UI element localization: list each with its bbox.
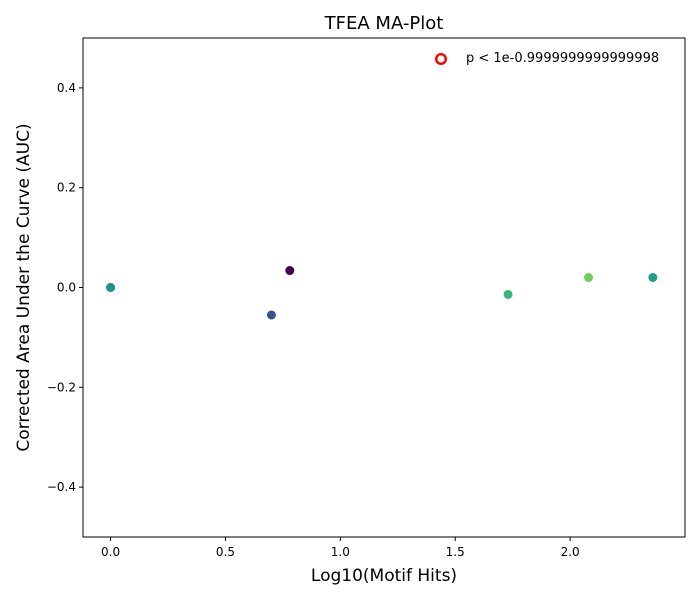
y-tick-label: 0.0 bbox=[57, 281, 76, 295]
scatter-point bbox=[583, 273, 593, 283]
scatter-point bbox=[285, 266, 295, 276]
legend: p < 1e-0.9999999999999998 bbox=[435, 51, 659, 66]
ticks-layer: 0.0 0.5 1.0 1.5 2.0 −0.4 −0.2 0.0 0.2 0.4 bbox=[47, 81, 580, 559]
y-tick-label: −0.4 bbox=[47, 480, 76, 494]
plot-area-frame bbox=[82, 37, 686, 538]
legend-marker-open-circle bbox=[435, 53, 448, 66]
x-axis-title: Log10(Motif Hits) bbox=[311, 566, 457, 586]
legend-label: p < 1e-0.9999999999999998 bbox=[466, 51, 659, 66]
x-tick-label: 1.0 bbox=[331, 545, 350, 559]
x-tick-label: 2.0 bbox=[561, 545, 580, 559]
scatter-point bbox=[106, 283, 116, 292]
x-tick-label: 0.0 bbox=[101, 545, 120, 559]
chart-title: TFEA MA-Plot bbox=[324, 13, 444, 34]
y-tick-label: −0.2 bbox=[47, 380, 76, 394]
scatter-point bbox=[648, 273, 658, 283]
points-layer bbox=[106, 266, 658, 320]
x-tick-label: 1.5 bbox=[446, 545, 465, 559]
x-tick-label: 0.5 bbox=[216, 545, 235, 559]
y-axis-title: Corrected Area Under the Curve (AUC) bbox=[14, 123, 34, 451]
scatter-point bbox=[266, 310, 276, 320]
y-tick-label: 0.4 bbox=[57, 81, 76, 95]
y-tick-label: 0.2 bbox=[57, 181, 76, 195]
scatter-point bbox=[503, 289, 513, 299]
